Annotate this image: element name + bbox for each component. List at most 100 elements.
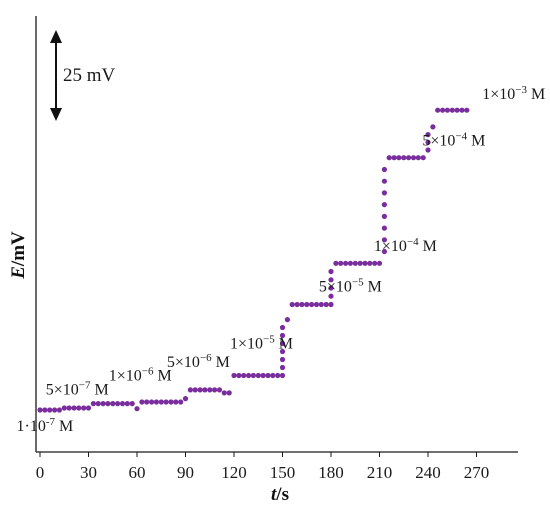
concentration-label-mantissa: 5×10 — [422, 133, 455, 150]
data-point — [328, 301, 334, 308]
concentration-label-mantissa: 5×10 — [319, 278, 352, 295]
data-point — [318, 301, 324, 308]
concentration-label-unit: M — [527, 86, 545, 103]
data-point — [279, 332, 286, 339]
data-point — [56, 407, 63, 413]
data-point — [134, 406, 140, 412]
concentration-label-exponent: −7 — [79, 380, 91, 392]
data-point — [207, 387, 213, 393]
data-point — [381, 202, 387, 208]
data-point — [323, 301, 329, 308]
x-tick-label: 210 — [367, 463, 393, 482]
data-point — [309, 301, 315, 308]
concentration-label-exponent: −4 — [407, 236, 419, 248]
data-point — [178, 399, 184, 405]
data-point — [192, 387, 198, 393]
data-point — [226, 390, 232, 396]
data-point — [119, 401, 126, 407]
concentration-label: 5×10−6 M — [167, 352, 230, 371]
data-point — [187, 387, 193, 393]
data-point — [454, 107, 460, 113]
data-point — [182, 396, 189, 402]
concentration-label: 1×10−3 M — [482, 84, 545, 103]
data-point — [420, 155, 426, 161]
data-point — [212, 387, 218, 393]
y-axis-title: E/mV — [8, 231, 29, 280]
data-point — [299, 301, 305, 308]
x-tick-label: 60 — [129, 463, 146, 482]
concentration-label-unit: M — [55, 418, 73, 435]
data-point — [381, 190, 387, 196]
concentration-label-mantissa: 1×10 — [230, 335, 263, 352]
concentration-label-exponent: −3 — [515, 84, 527, 96]
x-tick-label: 150 — [270, 463, 296, 482]
concentration-label-unit: M — [153, 368, 171, 385]
axes: 0 30 60 90 120 150 180 210 240 270 — [35, 16, 518, 482]
concentration-label-exponent: −6 — [200, 352, 212, 364]
concentration-label-unit: M — [90, 382, 108, 399]
data-point — [410, 155, 417, 161]
concentration-label-mantissa: 1×10 — [482, 86, 515, 103]
x-axis-title: t/s — [271, 484, 289, 505]
data-points — [37, 107, 470, 413]
concentration-label: 1×10−4 M — [374, 236, 437, 255]
data-point — [279, 348, 286, 355]
x-axis-title-variable: t — [271, 484, 277, 505]
x-tick-label: 180 — [318, 463, 344, 482]
data-point — [449, 107, 455, 113]
data-point — [241, 372, 247, 379]
data-point — [391, 155, 397, 161]
data-point — [425, 132, 431, 138]
data-point — [168, 399, 174, 405]
concentration-label-unit: M — [467, 133, 485, 150]
data-point — [284, 317, 290, 323]
data-point — [270, 372, 276, 379]
data-point — [66, 405, 72, 411]
data-point — [149, 399, 155, 405]
concentration-label-mantissa: 5×10 — [167, 354, 200, 371]
data-point — [406, 155, 412, 161]
data-point — [246, 372, 252, 379]
data-point — [250, 372, 256, 379]
scale-bar-arrow-down-icon — [50, 108, 62, 121]
data-point — [362, 260, 368, 266]
data-point — [343, 260, 349, 266]
concentration-label-exponent: −5 — [263, 333, 275, 345]
data-point — [52, 407, 58, 413]
x-tick-label: 270 — [464, 463, 490, 482]
data-point — [352, 260, 358, 266]
data-point — [425, 147, 431, 153]
data-point — [255, 372, 261, 379]
data-point — [415, 155, 421, 161]
data-point — [347, 260, 353, 266]
data-point — [381, 237, 387, 243]
data-point — [173, 399, 179, 405]
data-point — [139, 399, 145, 405]
data-point — [367, 260, 373, 266]
data-point — [372, 260, 378, 266]
data-point — [37, 407, 43, 413]
data-point — [328, 268, 334, 275]
data-point — [289, 301, 295, 308]
data-point — [202, 387, 208, 393]
concentration-label-mantissa: 5×10 — [46, 382, 79, 399]
data-point — [338, 260, 344, 266]
data-point — [459, 107, 465, 113]
scale-bar-arrow-up-icon — [50, 30, 62, 43]
concentration-label-exponent: −6 — [142, 366, 154, 378]
data-point — [294, 301, 300, 308]
data-point — [396, 155, 402, 161]
data-point — [216, 387, 223, 393]
scale-bar: 25 mV — [50, 30, 116, 121]
concentration-label-unit: M — [364, 278, 382, 295]
data-point — [85, 405, 92, 411]
concentration-label-exponent: −4 — [455, 131, 467, 143]
data-point — [328, 277, 334, 283]
y-axis-title-unit: /mV — [8, 231, 29, 267]
data-point — [144, 399, 150, 405]
x-ticks: 0 30 60 90 120 150 180 210 240 270 — [36, 452, 490, 482]
data-point — [313, 301, 320, 308]
concentration-label-unit: M — [212, 354, 230, 371]
data-point — [381, 213, 387, 219]
